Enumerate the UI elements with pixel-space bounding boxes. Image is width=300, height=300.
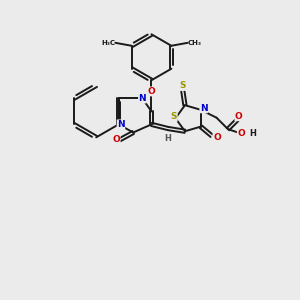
Text: O: O <box>213 133 221 142</box>
Text: N: N <box>200 104 208 113</box>
Text: N: N <box>117 120 125 129</box>
Text: S: S <box>171 112 177 121</box>
Text: N: N <box>139 94 146 103</box>
Text: O: O <box>112 135 120 144</box>
Text: O: O <box>237 129 245 138</box>
Text: H: H <box>165 134 172 143</box>
Text: S: S <box>180 81 186 90</box>
Text: O: O <box>235 112 243 121</box>
Text: CH₃: CH₃ <box>188 40 202 46</box>
Text: O: O <box>148 87 155 96</box>
Text: H: H <box>249 129 256 138</box>
Text: H₃C: H₃C <box>101 40 115 46</box>
